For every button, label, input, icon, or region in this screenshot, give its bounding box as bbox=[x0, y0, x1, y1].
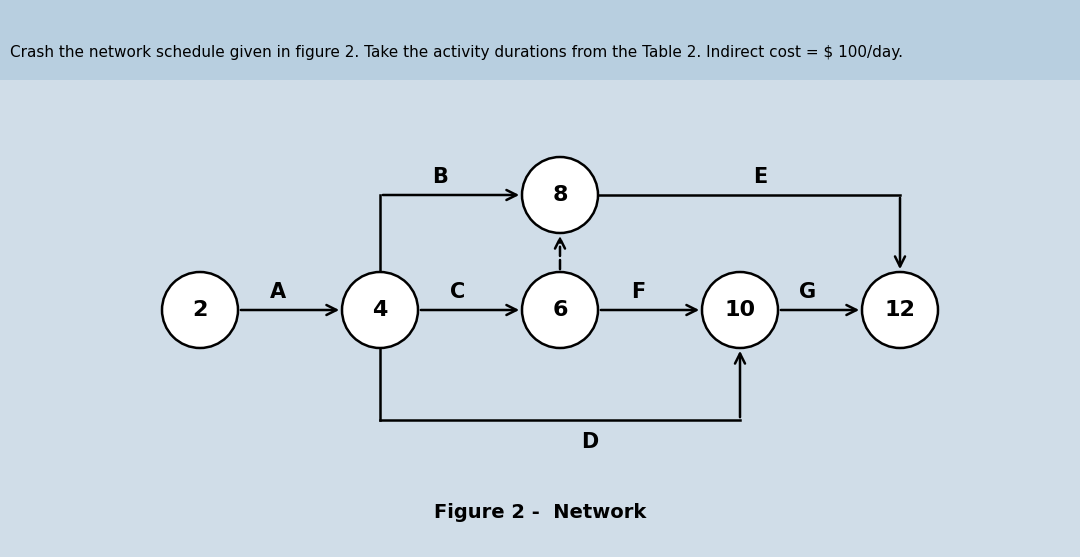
Text: 6: 6 bbox=[552, 300, 568, 320]
Text: F: F bbox=[631, 282, 645, 302]
Text: E: E bbox=[753, 167, 767, 187]
Text: 4: 4 bbox=[373, 300, 388, 320]
Circle shape bbox=[522, 272, 598, 348]
Text: B: B bbox=[432, 167, 448, 187]
Text: 8: 8 bbox=[552, 185, 568, 205]
Text: G: G bbox=[799, 282, 816, 302]
Text: 10: 10 bbox=[725, 300, 756, 320]
Text: 2: 2 bbox=[192, 300, 207, 320]
Text: Crash the network schedule given in figure 2. Take the activity durations from t: Crash the network schedule given in figu… bbox=[10, 45, 903, 60]
Text: A: A bbox=[270, 282, 286, 302]
Circle shape bbox=[162, 272, 238, 348]
Circle shape bbox=[702, 272, 778, 348]
Circle shape bbox=[342, 272, 418, 348]
Text: Figure 2 -  Network: Figure 2 - Network bbox=[434, 502, 646, 521]
Text: D: D bbox=[581, 432, 598, 452]
Text: C: C bbox=[450, 282, 465, 302]
Bar bbox=[0, 0, 1080, 80]
Text: 12: 12 bbox=[885, 300, 916, 320]
Circle shape bbox=[862, 272, 939, 348]
Circle shape bbox=[522, 157, 598, 233]
